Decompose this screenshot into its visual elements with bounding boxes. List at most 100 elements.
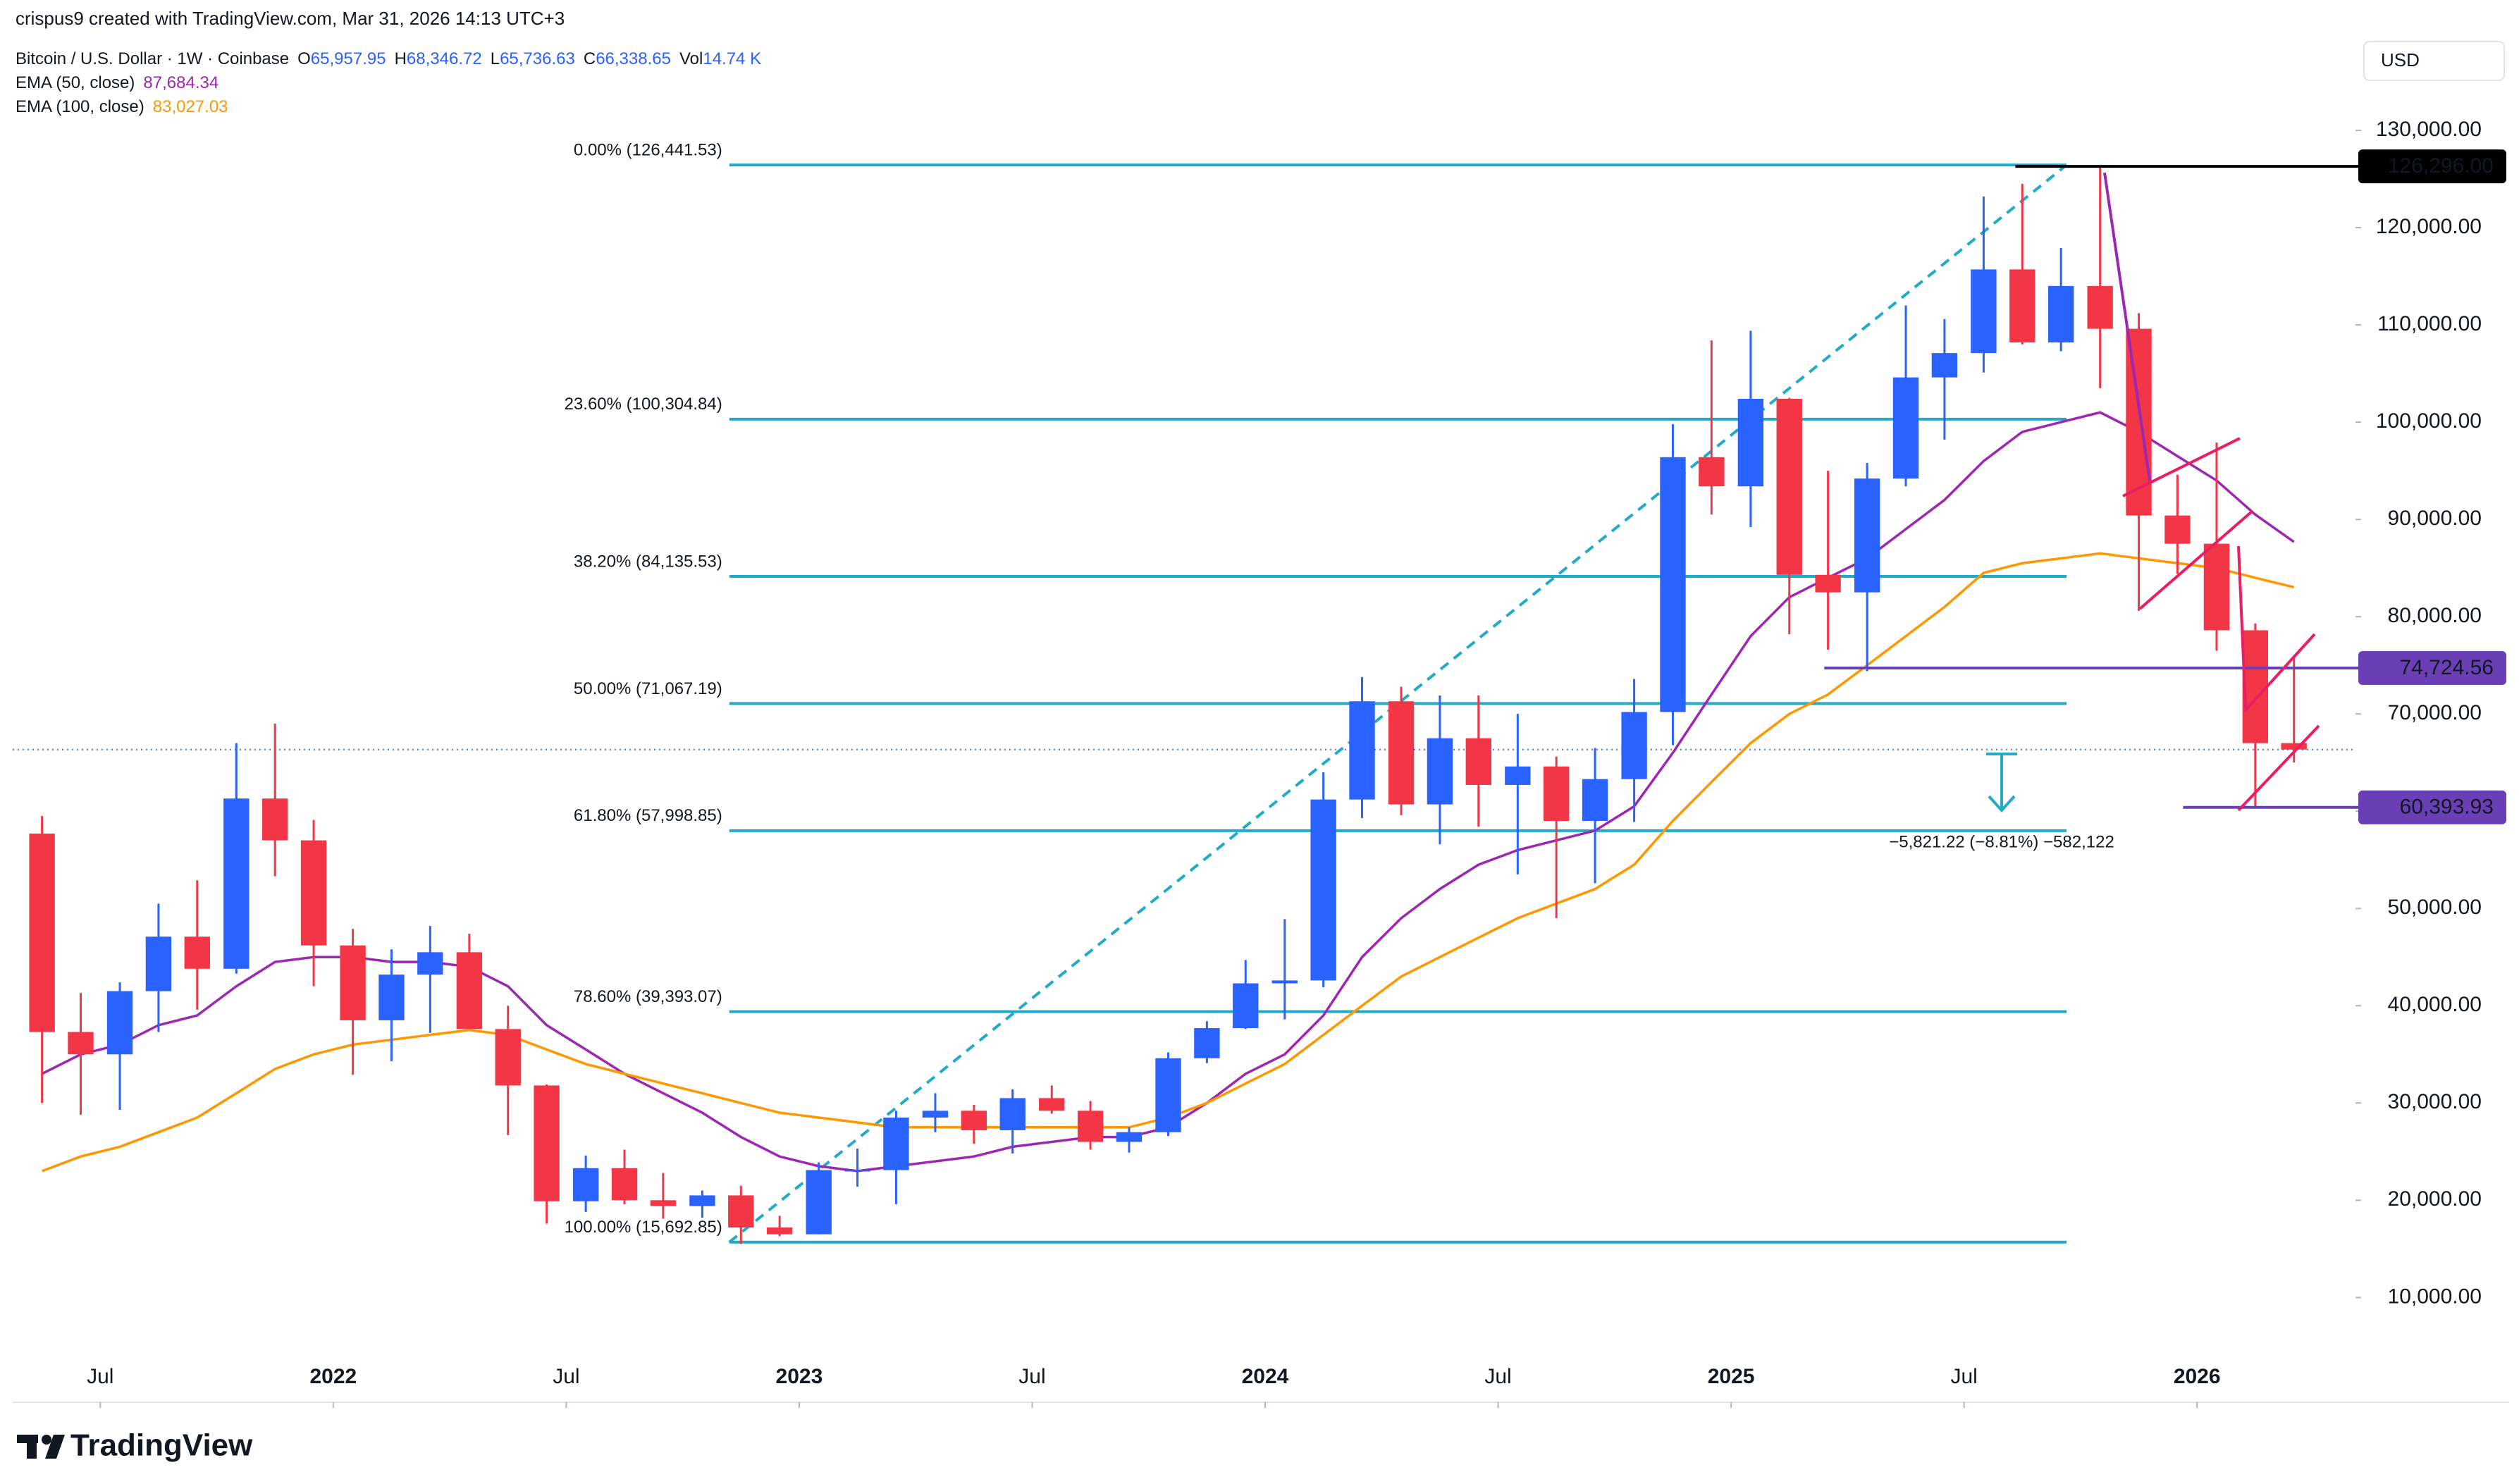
candle-body xyxy=(1854,478,1880,593)
candle-body xyxy=(184,936,210,969)
candle-body xyxy=(689,1195,715,1206)
y-tick-label: 70,000.00 xyxy=(2388,701,2482,724)
ohlc-key: L xyxy=(491,49,500,68)
ohlc-key: O xyxy=(297,49,311,68)
candle-body xyxy=(1737,398,1764,487)
brand: TradingView xyxy=(70,1428,253,1463)
currency-box[interactable] xyxy=(2363,41,2505,81)
y-tick-label: 20,000.00 xyxy=(2388,1187,2482,1211)
candle-body xyxy=(300,840,327,946)
x-tick-label: Jul xyxy=(1484,1365,1511,1388)
legend-name: EMA (50, close) xyxy=(16,73,135,92)
credit: crispus9 created with TradingView.com, M… xyxy=(16,8,565,29)
candle-body xyxy=(145,936,172,991)
candle-body xyxy=(1621,712,1647,779)
candle-body xyxy=(961,1111,987,1130)
x-tick-label: Jul xyxy=(553,1365,579,1388)
x-tick-label: 2024 xyxy=(1242,1365,1289,1388)
ohlc-value: 14.74 K xyxy=(703,49,761,68)
candle-body xyxy=(650,1200,677,1206)
candle-body xyxy=(1077,1111,1104,1142)
candle-body xyxy=(1427,738,1453,805)
price-badge-label: 60,393.93 xyxy=(2400,796,2494,819)
currency: USD xyxy=(2381,49,2420,70)
candle-body xyxy=(1310,799,1336,981)
candle-body xyxy=(417,952,443,975)
candle-body xyxy=(1505,766,1531,785)
candle-body xyxy=(1892,377,1919,479)
plot-area: 10,000.00 20,000.00 30,000.00 40,000.00 50,0… xyxy=(13,118,2509,1408)
price-badge xyxy=(2358,650,2506,685)
y-tick-label: 130,000.00 xyxy=(2376,118,2482,141)
candle-body xyxy=(1233,983,1259,1029)
candle-body xyxy=(728,1195,754,1228)
candle-body xyxy=(223,798,250,969)
candle-body xyxy=(1776,398,1802,575)
measure-label: −5,821.22 (−8.81%) −582,122 xyxy=(1889,832,2114,851)
trend-line xyxy=(2237,724,2320,812)
price-badge-label: 74,724.56 xyxy=(2400,656,2494,679)
candle-body xyxy=(1582,779,1608,821)
fib-label: 61.80% (57,998.85) xyxy=(574,806,722,825)
trend-line xyxy=(2122,437,2241,497)
x-tick-label: 2022 xyxy=(309,1365,357,1388)
candle-body xyxy=(1194,1028,1220,1058)
candle-body xyxy=(340,945,366,1020)
legend-entry: EMA (50, close) 87,684.34 xyxy=(16,73,218,92)
candle-body xyxy=(572,1168,599,1201)
candle-body xyxy=(922,1111,949,1118)
candle-body xyxy=(2281,743,2307,750)
fib-label: 38.20% (84,135.53) xyxy=(574,552,722,571)
logo-part xyxy=(45,1435,65,1459)
drawing-tools xyxy=(2103,172,2320,812)
ohlc-key: C xyxy=(584,49,596,68)
candle-body xyxy=(611,1168,638,1201)
candle-body xyxy=(1271,980,1298,984)
x-tick-label: Jul xyxy=(1950,1365,1977,1388)
candle-body xyxy=(1815,574,1841,593)
fib-label: 100.00% (15,692.85) xyxy=(565,1218,722,1237)
candle-body xyxy=(378,975,405,1020)
x-tick-label: 2026 xyxy=(2174,1365,2221,1388)
y-tick-label: 40,000.00 xyxy=(2388,993,2482,1016)
legend-entry: EMA (100, close) 83,027.03 xyxy=(16,97,228,116)
candle-body xyxy=(1349,701,1375,800)
y-tick-label: 100,000.00 xyxy=(2376,409,2482,433)
logo-part xyxy=(42,1435,51,1445)
price-badge-label: 126,296.00 xyxy=(2388,154,2494,178)
y-tick-label: 80,000.00 xyxy=(2388,604,2482,627)
candle-body xyxy=(1465,738,1491,785)
legend: EMA (50, close) 87,684.34 EMA (100, close)… xyxy=(16,73,228,116)
candle-body xyxy=(2009,269,2035,342)
y-tick-label: 90,000.00 xyxy=(2388,507,2482,530)
trend-line xyxy=(2138,509,2254,610)
ohlc-value: 66,338.65 xyxy=(596,49,671,68)
trend-line xyxy=(2237,545,2247,709)
y-tick-label: 10,000.00 xyxy=(2388,1285,2482,1308)
arrow-head xyxy=(1988,795,2016,812)
candle-body xyxy=(844,1170,870,1172)
y-tick-label: 50,000.00 xyxy=(2388,896,2482,919)
candle-body xyxy=(2047,285,2074,342)
candle-body xyxy=(68,1032,94,1055)
candle-body xyxy=(999,1098,1026,1130)
x-tick-label: Jul xyxy=(87,1365,113,1388)
x-tick-label: 2025 xyxy=(1708,1365,1755,1388)
ohlc-key: Vol xyxy=(679,49,703,68)
y-tick-label: 120,000.00 xyxy=(2376,215,2482,238)
candle-body xyxy=(1699,457,1725,487)
fib-label: 50.00% (71,067.19) xyxy=(574,679,722,698)
measure-arrow xyxy=(1986,753,2017,812)
legend-name: EMA (100, close) xyxy=(16,97,144,116)
candle-body xyxy=(2203,543,2230,631)
candle-body xyxy=(262,798,288,841)
trend-line xyxy=(2103,172,2151,481)
candle-body xyxy=(1544,766,1570,821)
candle-body xyxy=(1155,1058,1181,1132)
candle-body xyxy=(1660,457,1686,712)
legend-value: 87,684.34 xyxy=(143,73,218,92)
ohlc-key: H xyxy=(395,49,407,68)
candle-body xyxy=(883,1117,909,1170)
candle-body xyxy=(1116,1132,1143,1142)
